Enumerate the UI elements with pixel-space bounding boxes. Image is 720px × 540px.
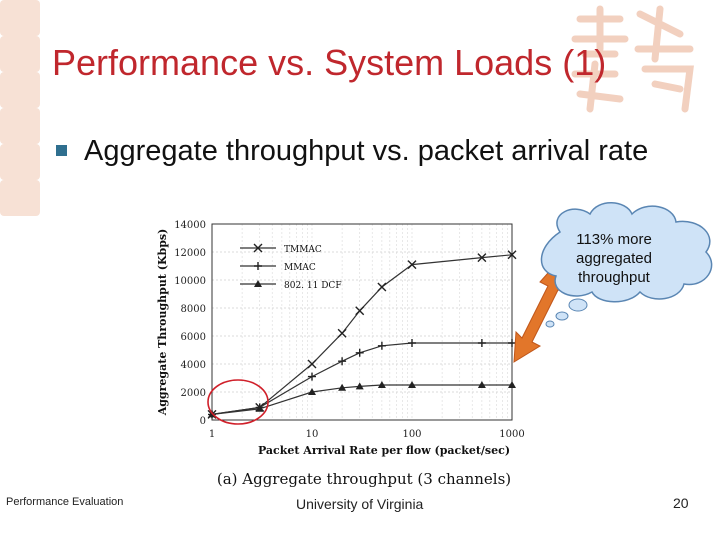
- x-axis-label: Packet Arrival Rate per flow (packet/sec…: [258, 444, 510, 457]
- y-tick-label: 0: [200, 416, 206, 427]
- x-tick-label: 1000: [499, 429, 524, 440]
- y-tick-label: 4000: [181, 360, 206, 371]
- legend-label: MMAC: [284, 263, 316, 273]
- footer-section: Performance Evaluation: [6, 496, 124, 508]
- data-point-tmmac: [507, 250, 517, 260]
- data-point-dcf: [477, 381, 486, 388]
- data-point-mmac: [477, 339, 486, 347]
- data-point-mmac: [308, 372, 316, 381]
- data-point-tmmac: [337, 328, 347, 338]
- slide-title: Performance vs. System Loads (1): [52, 42, 607, 83]
- bullet-square-icon: [56, 145, 67, 156]
- x-tick-label: 10: [306, 429, 319, 440]
- x-tick-label: 100: [402, 429, 421, 440]
- data-point-tmmac: [377, 282, 387, 292]
- decorative-tile: [0, 144, 40, 180]
- legend-entry: MMAC: [240, 262, 316, 273]
- data-point-mmac: [338, 357, 347, 366]
- data-point-tmmac: [355, 306, 365, 316]
- data-point-dcf: [255, 404, 264, 412]
- y-tick-label: 12000: [174, 248, 206, 259]
- data-point-tmmac: [477, 253, 487, 263]
- y-tick-label: 2000: [181, 388, 206, 399]
- plot-frame: [211, 223, 513, 421]
- data-point-mmac: [408, 339, 416, 347]
- decorative-tile: [0, 108, 40, 144]
- highlight-circle: [207, 379, 269, 425]
- page-number: 20: [673, 495, 689, 511]
- decorative-tile: [0, 180, 40, 216]
- data-point-mmac: [254, 262, 262, 270]
- data-point-dcf: [408, 381, 416, 388]
- series-x: [207, 250, 517, 419]
- data-point-mmac: [355, 348, 364, 357]
- legend-label: 802. 11 DCF: [284, 281, 342, 291]
- data-point-dcf: [254, 280, 262, 287]
- data-point-dcf: [508, 381, 516, 388]
- bullet-text: Aggregate throughput vs. packet arrival …: [84, 135, 649, 167]
- decorative-tile: [0, 36, 40, 72]
- x-tick-label: 1: [209, 429, 215, 440]
- data-point-tmmac: [307, 359, 317, 369]
- legend-entry: TMMAC: [240, 243, 322, 255]
- series-line: [211, 342, 512, 415]
- y-tick-label: 10000: [174, 276, 206, 287]
- series-plus: [208, 339, 516, 419]
- decorative-tile: [0, 0, 40, 36]
- callout-text: 113% more aggregated throughput: [576, 231, 652, 286]
- y-axis-label: Aggregate Throughput (Kbps): [156, 229, 169, 417]
- series-line: [211, 254, 513, 415]
- data-point-tmmac: [407, 260, 417, 270]
- legend-label: TMMAC: [284, 245, 322, 255]
- data-point-dcf: [377, 381, 386, 388]
- data-point-dcf: [308, 388, 316, 395]
- y-tick-label: 8000: [181, 304, 206, 315]
- chart-caption: (a) Aggregate throughput (3 channels): [217, 470, 511, 488]
- decorative-calligraphy: [571, 5, 694, 113]
- data-point-tmmac: [253, 243, 263, 253]
- y-tick-label: 6000: [181, 332, 206, 343]
- decorative-tile: [0, 72, 40, 108]
- data-point-mmac: [377, 341, 386, 350]
- data-point-dcf: [355, 382, 364, 390]
- series-triangle: [208, 381, 516, 418]
- y-tick-label: 14000: [174, 220, 206, 231]
- data-point-dcf: [338, 383, 347, 391]
- legend-entry: 802. 11 DCF: [240, 280, 342, 291]
- footer-institution: University of Virginia: [296, 496, 424, 512]
- data-point-mmac: [508, 339, 516, 347]
